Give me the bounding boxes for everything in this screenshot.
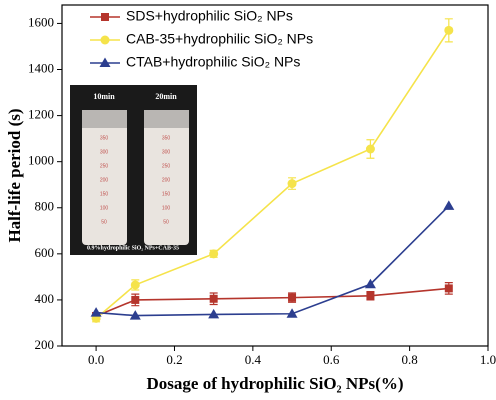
marker xyxy=(365,144,375,154)
legend-marker xyxy=(101,13,109,21)
y-axis-title: Half-life period (s) xyxy=(5,108,24,242)
y-tick-label: 1000 xyxy=(28,153,54,168)
marker xyxy=(444,284,453,293)
x-tick-label: 1.0 xyxy=(480,352,496,367)
graduation: 200 xyxy=(162,177,171,183)
graduation: 100 xyxy=(162,205,171,211)
marker xyxy=(209,249,219,259)
marker xyxy=(288,293,297,302)
photo-label: 10min xyxy=(93,92,115,101)
graduation: 250 xyxy=(162,163,171,169)
graduation: 300 xyxy=(100,149,109,155)
y-tick-label: 400 xyxy=(35,291,55,306)
graduation: 350 xyxy=(100,135,109,141)
inset-photo: 10min 20min 0.9%hydrophilic SiO₂ NPs+CAB… xyxy=(70,85,197,255)
x-tick-label: 0.8 xyxy=(401,352,417,367)
legend-label: SDS+hydrophilic SiO₂ NPs xyxy=(126,8,293,24)
y-tick-label: 1200 xyxy=(28,107,54,122)
y-tick-label: 1600 xyxy=(28,14,54,29)
marker xyxy=(90,307,102,317)
x-tick-label: 0.0 xyxy=(88,352,104,367)
legend-label: CTAB+hydrophilic SiO₂ NPs xyxy=(126,54,300,70)
line xyxy=(95,29,450,319)
photo-caption: 0.9%hydrophilic SiO₂ NPs+CAB-35 xyxy=(87,245,179,251)
graduation: 250 xyxy=(100,163,109,169)
marker xyxy=(443,200,455,210)
legend-marker xyxy=(100,35,110,45)
plot-frame xyxy=(61,4,489,347)
marker xyxy=(209,294,218,303)
marker xyxy=(129,310,141,320)
graduation: 200 xyxy=(100,177,109,183)
y-tick-label: 1400 xyxy=(28,60,54,75)
x-tick-label: 0.4 xyxy=(245,352,262,367)
legend-label: CAB-35+hydrophilic SiO₂ NPs xyxy=(126,31,313,47)
marker xyxy=(364,278,376,289)
marker xyxy=(131,295,140,304)
x-axis-title: Dosage of hydrophilic SiO₂ NPs(%) xyxy=(147,374,404,393)
marker xyxy=(366,291,375,300)
graduation: 300 xyxy=(162,149,171,155)
cylinder xyxy=(144,110,189,245)
cylinder-top xyxy=(82,110,127,128)
marker xyxy=(130,280,140,290)
marker xyxy=(208,308,220,319)
series xyxy=(90,200,455,320)
x-tick-label: 0.2 xyxy=(166,352,182,367)
cylinder-top xyxy=(144,110,189,128)
line xyxy=(95,287,449,317)
marker xyxy=(286,308,298,318)
marker xyxy=(287,179,297,189)
y-tick-label: 600 xyxy=(35,245,55,260)
x-tick-label: 0.6 xyxy=(323,352,340,367)
legend-marker xyxy=(99,57,111,67)
photo-label: 20min xyxy=(155,92,177,101)
y-tick-label: 800 xyxy=(35,199,55,214)
cylinder xyxy=(82,110,127,245)
y-tick-label: 200 xyxy=(35,337,55,352)
graduation: 150 xyxy=(162,191,171,197)
graduation: 50 xyxy=(163,219,169,225)
graduation: 100 xyxy=(100,205,109,211)
line xyxy=(96,205,450,317)
graduation: 50 xyxy=(101,219,107,225)
graduation: 350 xyxy=(162,135,171,141)
graduation: 150 xyxy=(100,191,109,197)
marker xyxy=(444,25,454,35)
